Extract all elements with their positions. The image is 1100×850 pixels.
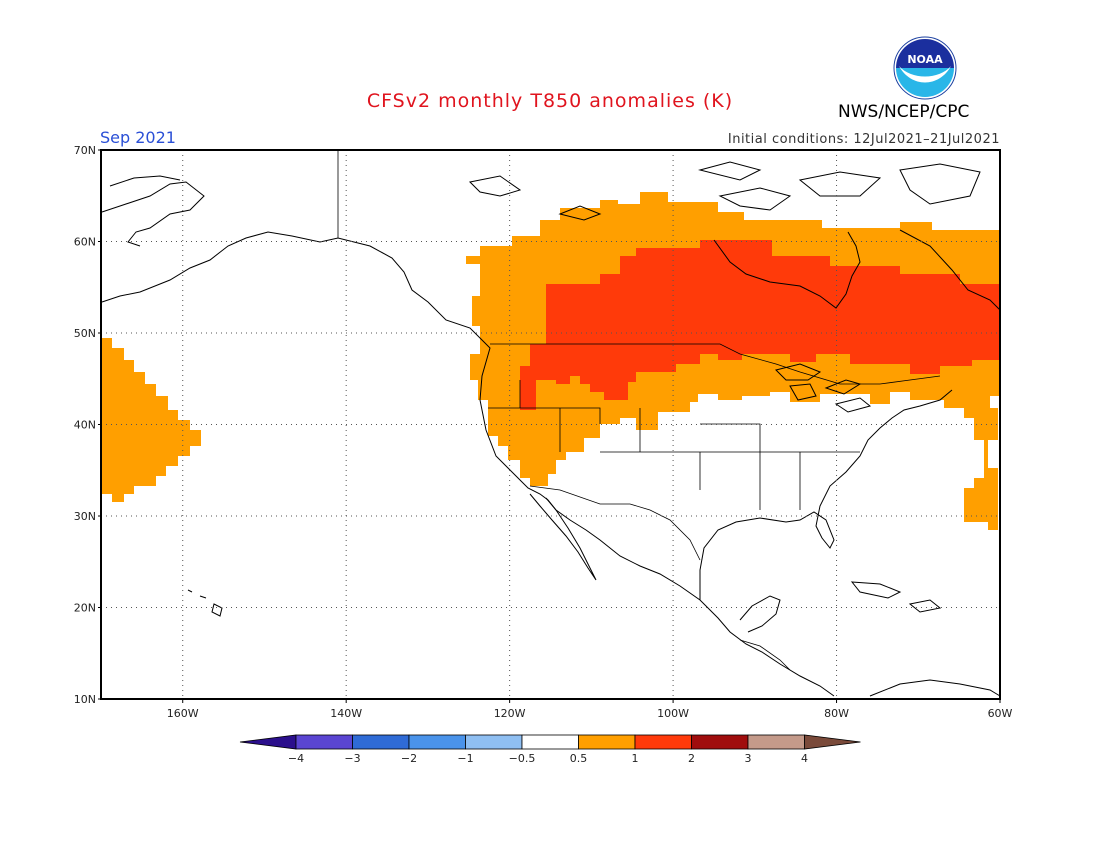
colorbar-tick-label: 2	[688, 752, 695, 765]
colorbar-tick-label: −2	[401, 752, 417, 765]
colorbar-tick-label: −3	[344, 752, 360, 765]
map-title: CFSv2 monthly T850 anomalies (K)	[366, 90, 734, 112]
lon-tick-label: 80W	[824, 707, 849, 720]
lat-tick-label: 70N	[74, 144, 96, 157]
colorbar-arrow-high	[804, 734, 861, 750]
colorbar-tick-label: 4	[801, 752, 808, 765]
lon-tick-label: 140W	[330, 707, 362, 720]
anomaly-shading	[101, 192, 1000, 530]
longitude-labels: 160W 140W 120W 100W 80W 60W	[167, 699, 1013, 720]
lon-tick-label: 100W	[657, 707, 689, 720]
agency-label: NWS/NCEP/CPC	[838, 102, 970, 122]
noaa-logo-text: NOAA	[907, 53, 943, 66]
colorbar-bin	[408, 734, 466, 750]
lat-tick-label: 50N	[74, 327, 96, 340]
lat-tick-label: 30N	[74, 510, 96, 523]
colorbar-bin	[465, 734, 523, 750]
colorbar-bin	[352, 734, 410, 750]
colorbar-bin	[634, 734, 692, 750]
lon-tick-label: 120W	[494, 707, 526, 720]
colorbar-bin	[295, 734, 353, 750]
lon-tick-label: 160W	[167, 707, 199, 720]
colorbar-tick-label: −1	[457, 752, 473, 765]
lon-tick-label: 60W	[988, 707, 1013, 720]
colorbar-tick-label: 3	[745, 752, 752, 765]
colorbar-tick-label: −0.5	[509, 752, 536, 765]
latitude-labels: 70N 60N 50N 40N 30N 20N 10N	[74, 144, 101, 706]
colorbar-tick-label: −4	[288, 752, 304, 765]
colorbar-bin	[747, 734, 805, 750]
colorbar: −4 −3 −2 −1 −0.5 0.5 1 2 3 4	[239, 734, 861, 765]
lat-tick-label: 10N	[74, 693, 96, 706]
colorbar-tick-label: 1	[632, 752, 639, 765]
colorbar-bin	[691, 734, 749, 750]
valid-month-label: Sep 2021	[100, 128, 176, 147]
lat-tick-label: 60N	[74, 236, 96, 249]
colorbar-bin	[521, 734, 579, 750]
lat-tick-label: 40N	[74, 419, 96, 432]
political-borders	[337, 150, 941, 671]
noaa-logo-icon: NOAA	[893, 36, 957, 100]
initial-conditions-label: Initial conditions: 12Jul2021–21Jul2021	[727, 132, 1000, 147]
anomaly-region-north-america-hot	[520, 240, 1000, 410]
colorbar-tick-label: 0.5	[570, 752, 588, 765]
anomaly-region-pacific	[101, 338, 201, 502]
coastlines	[101, 161, 1001, 697]
colorbar-bin	[578, 734, 636, 750]
lat-tick-label: 20N	[74, 602, 96, 615]
colorbar-arrow-low	[239, 734, 297, 750]
